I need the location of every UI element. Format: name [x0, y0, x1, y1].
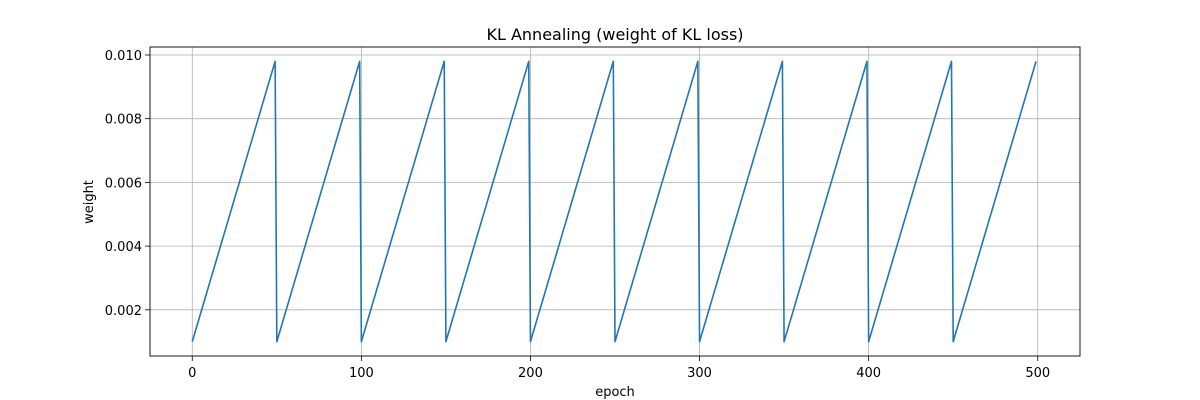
x-tick-label: 100	[349, 366, 374, 381]
x-axis-label: epoch	[595, 385, 635, 400]
x-tick-label: 500	[1025, 366, 1050, 381]
series-line	[191, 60, 1037, 343]
y-tick-label: 0.006	[105, 176, 142, 191]
y-tick-label: 0.002	[105, 304, 142, 319]
x-tick-label: 0	[188, 366, 196, 381]
x-tick-label: 400	[856, 366, 881, 381]
y-tick-label: 0.004	[105, 240, 142, 255]
y-tick-label: 0.008	[105, 113, 142, 128]
chart-title: KL Annealing (weight of KL loss)	[486, 25, 743, 44]
plot-frame	[149, 46, 1081, 357]
y-tick-label: 0.010	[105, 49, 142, 64]
y-axis-label: weight	[82, 180, 97, 224]
axes-layer	[149, 46, 1081, 357]
x-tick-label: 200	[518, 366, 543, 381]
x-tick-label: 300	[687, 366, 712, 381]
series-layer	[191, 60, 1037, 343]
ticks-layer: 0 100 200 300 400 500 0.002 0.004 0.006 0.008 0.01…	[105, 49, 1050, 381]
